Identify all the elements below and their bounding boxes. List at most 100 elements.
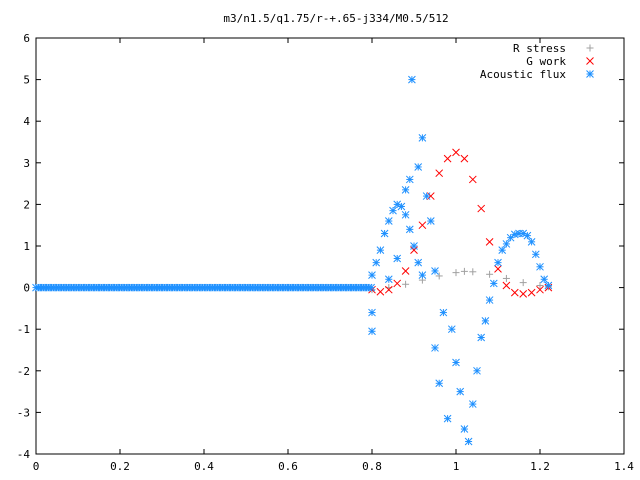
x-tick-label: 0.2 — [110, 460, 130, 473]
data-point — [435, 379, 444, 388]
data-point — [473, 366, 481, 375]
data-point — [519, 279, 527, 287]
y-tick-label: -1 — [17, 323, 30, 336]
data-point — [376, 287, 385, 296]
y-tick-label: 3 — [23, 157, 30, 170]
acoustic-flux-baseline — [32, 283, 376, 292]
x-tick-label: 1 — [453, 460, 460, 473]
y-tick-label: 2 — [23, 198, 30, 211]
data-point — [405, 225, 414, 234]
y-tick-label: 6 — [23, 32, 30, 45]
data-point — [422, 192, 431, 200]
legend-marker — [586, 70, 594, 78]
data-point — [489, 279, 498, 288]
data-point — [452, 358, 460, 367]
data-point — [456, 387, 465, 396]
data-point — [418, 133, 427, 142]
data-point — [481, 317, 490, 325]
series-r-stress — [368, 267, 552, 294]
x-tick-label: 0.8 — [362, 460, 382, 473]
data-point — [368, 327, 376, 336]
data-point — [397, 202, 406, 211]
data-point — [405, 175, 414, 184]
data-point — [401, 267, 410, 275]
legend-label: R stress — [513, 42, 566, 55]
data-point — [443, 154, 452, 163]
data-point — [393, 279, 402, 288]
legend-label: Acoustic flux — [480, 68, 566, 81]
series-g-work — [368, 148, 553, 298]
data-point — [527, 288, 536, 297]
data-point — [468, 175, 477, 184]
x-tick-label: 0.6 — [278, 460, 298, 473]
data-point — [447, 325, 456, 334]
data-point — [536, 282, 544, 290]
data-point — [418, 221, 427, 230]
data-point — [485, 296, 494, 304]
data-point — [368, 271, 376, 279]
data-point — [544, 281, 553, 290]
series-layer — [32, 75, 553, 446]
data-point — [418, 271, 427, 279]
data-point — [498, 246, 507, 255]
data-point — [384, 217, 393, 225]
legend-label: G work — [526, 55, 566, 68]
data-point — [523, 231, 532, 240]
y-tick-label: 0 — [23, 282, 30, 295]
data-point — [540, 275, 549, 284]
x-tick-label: 1.4 — [614, 460, 634, 473]
data-point — [443, 414, 452, 423]
y-tick-label: 1 — [23, 240, 30, 253]
data-point — [494, 265, 502, 273]
data-point — [368, 308, 376, 317]
data-point — [510, 288, 519, 297]
data-point — [460, 267, 468, 275]
data-point — [477, 204, 486, 213]
data-point — [367, 283, 376, 292]
data-point — [502, 274, 510, 282]
data-point — [469, 268, 477, 276]
data-point — [468, 400, 477, 408]
data-point — [426, 217, 435, 225]
data-point — [486, 270, 494, 278]
data-point — [393, 254, 402, 263]
data-point — [402, 280, 410, 288]
x-tick-label: 0.4 — [194, 460, 214, 473]
y-tick-label: -4 — [17, 448, 31, 461]
data-point — [519, 289, 528, 298]
y-tick-label: 4 — [23, 115, 30, 128]
data-point — [485, 237, 494, 246]
data-point — [376, 246, 385, 255]
data-point — [384, 285, 393, 294]
data-point — [477, 333, 486, 342]
data-point — [452, 148, 460, 157]
series-acoustic-flux — [368, 75, 553, 446]
data-point — [531, 250, 540, 259]
data-point — [536, 262, 544, 271]
data-point — [384, 275, 393, 284]
data-point — [401, 185, 410, 194]
data-point — [431, 267, 439, 275]
data-point — [414, 258, 423, 267]
data-point — [460, 154, 469, 163]
data-point — [506, 233, 515, 242]
x-tick-label: 1.2 — [530, 460, 550, 473]
data-point — [452, 269, 460, 277]
data-point — [408, 75, 416, 84]
data-point — [380, 229, 389, 238]
data-point — [389, 206, 397, 215]
x-axis: 0 0.2 0.4 0.6 0.8 1 1.2 1.4 — [33, 38, 634, 473]
data-point — [435, 272, 443, 280]
y-tick-label: -3 — [17, 406, 30, 419]
data-point — [460, 425, 469, 433]
data-point — [372, 258, 381, 267]
data-point — [410, 242, 418, 250]
data-point — [536, 285, 544, 294]
data-point — [431, 344, 439, 352]
plot-frame — [35, 37, 625, 455]
data-point — [502, 240, 511, 248]
chart-title: m3/n1.5/q1.75/r-+.65-j334/M0.5/512 — [223, 12, 448, 25]
y-tick-label: -2 — [17, 365, 30, 378]
